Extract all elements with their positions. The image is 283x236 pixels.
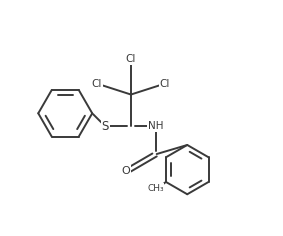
Text: Cl: Cl	[92, 79, 102, 89]
Text: CH₃: CH₃	[147, 184, 164, 193]
Text: S: S	[101, 120, 109, 133]
Text: Cl: Cl	[160, 79, 170, 89]
Text: Cl: Cl	[126, 54, 136, 64]
Text: O: O	[121, 166, 130, 176]
Text: NH: NH	[148, 121, 163, 131]
